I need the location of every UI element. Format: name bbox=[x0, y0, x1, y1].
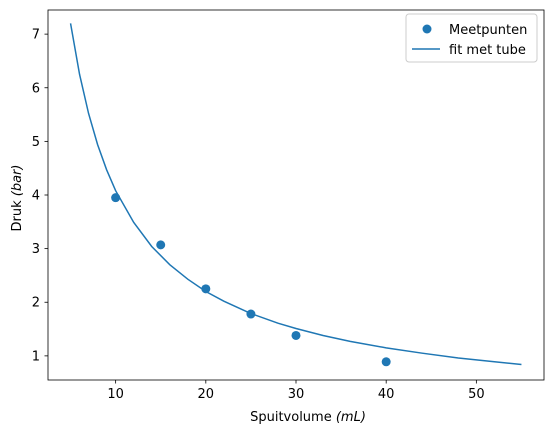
data-point-meetpunten bbox=[111, 193, 121, 203]
series-line-fit bbox=[69, 23, 522, 366]
y-tick-label: 7 bbox=[32, 28, 40, 43]
x-tick-label: 30 bbox=[288, 387, 305, 402]
y-axis: 1 2 3 4 5 6 7 bbox=[32, 28, 48, 364]
y-tick-label: 2 bbox=[32, 296, 40, 311]
data-point-meetpunten bbox=[156, 240, 166, 250]
data-point-meetpunten bbox=[201, 284, 211, 294]
y-axis-label: Druk (bar) bbox=[10, 165, 25, 232]
plot-frame bbox=[47, 9, 545, 381]
legend-label-meetpunten: Meetpunten bbox=[449, 23, 527, 38]
x-tick-label: 40 bbox=[378, 387, 395, 402]
y-tick-label: 1 bbox=[32, 349, 40, 364]
data-point-meetpunten bbox=[246, 309, 256, 319]
legend-label-fit: fit met tube bbox=[449, 43, 526, 58]
x-tick-label: 20 bbox=[198, 387, 215, 402]
legend: Meetpunten fit met tube bbox=[405, 13, 538, 63]
y-tick-label: 3 bbox=[32, 242, 40, 257]
legend-marker-meetpunten bbox=[422, 24, 432, 34]
legend-frame bbox=[405, 13, 538, 63]
x-axis-label: Spuitvolume (mL) bbox=[250, 410, 366, 425]
x-tick-label: 50 bbox=[468, 387, 485, 402]
y-tick-label: 5 bbox=[32, 135, 40, 150]
x-tick-label: 10 bbox=[107, 387, 124, 402]
x-axis: 10 20 30 40 50 bbox=[107, 380, 485, 402]
y-tick-label: 4 bbox=[32, 189, 40, 204]
data-point-meetpunten bbox=[291, 330, 301, 340]
y-tick-label: 6 bbox=[32, 81, 40, 96]
data-point-meetpunten bbox=[381, 357, 391, 367]
plot-area bbox=[47, 9, 545, 381]
